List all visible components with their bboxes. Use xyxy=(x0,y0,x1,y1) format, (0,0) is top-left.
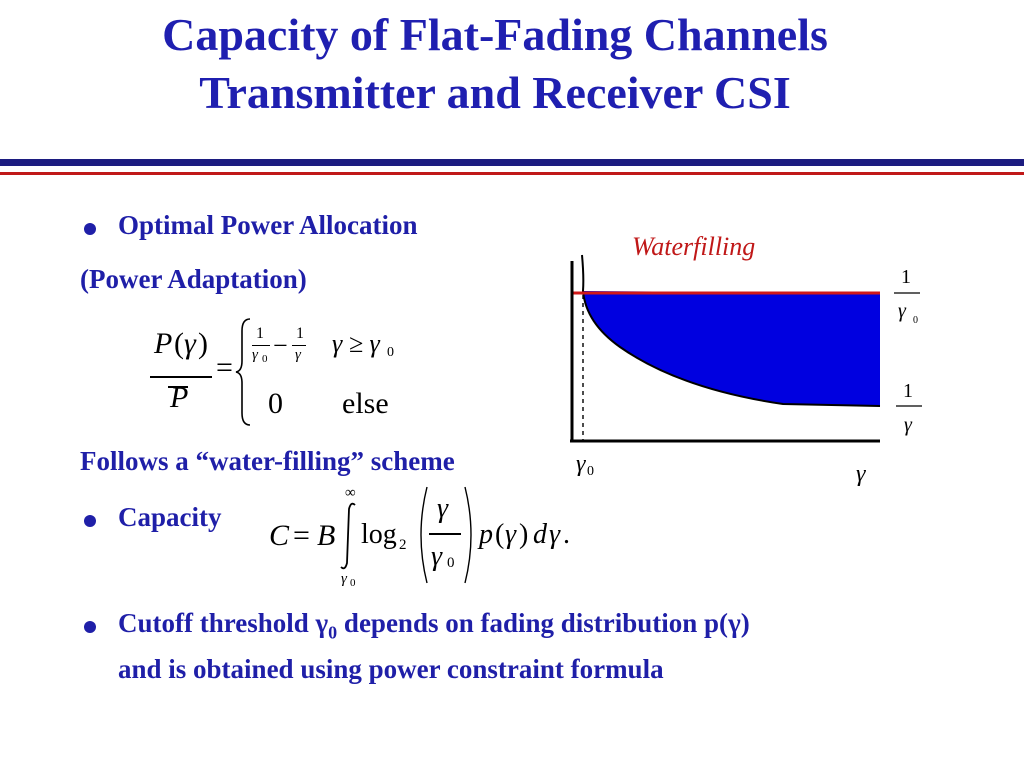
curve-label-one: 1 xyxy=(903,380,913,402)
water-filling-scheme-text: Follows a “water-filling” scheme xyxy=(80,446,455,476)
divider-red xyxy=(0,172,1024,175)
title-line-1: Capacity of Flat-Fading Channels xyxy=(162,9,828,60)
bullet-capacity: Capacity xyxy=(118,502,222,532)
capacity-formula: C = B ∞ γ 0 log 2 γ γ 0 p ( γ ) d γ . xyxy=(269,485,570,589)
pbar-overline xyxy=(168,386,188,388)
waterfill-region xyxy=(583,291,880,406)
power-adaptation-text: (Power Adaptation) xyxy=(80,264,307,294)
bullet-optimal-power: Optimal Power Allocation xyxy=(118,210,418,240)
power-fraction-bar xyxy=(150,376,212,378)
svg-text:0: 0 xyxy=(587,464,594,479)
bullet-cutoff-line-1: Cutoff threshold γ0 depends on fading di… xyxy=(118,608,750,643)
slide-title: Capacity of Flat-Fading Channels Transmi… xyxy=(0,6,990,122)
curve-label-gamma: γ xyxy=(904,414,913,436)
axis-label-gamma: γ xyxy=(856,461,866,487)
inverse-gamma-curve xyxy=(581,254,881,407)
right-paren xyxy=(464,486,472,584)
divider-blue xyxy=(0,159,1024,166)
level-label-one: 1 xyxy=(901,266,911,288)
level-label-gamma0: γ xyxy=(898,300,907,322)
left-brace xyxy=(235,318,251,426)
power-P: P xyxy=(154,327,173,360)
bullet-cutoff-line-2: and is obtained using power constraint f… xyxy=(118,654,664,684)
axis-label-gamma0: γ xyxy=(576,451,586,477)
power-formula: P ( γ ) P = 1 γ 0 − 1 γ γ ≥ γ 0 0 else xyxy=(140,315,430,435)
left-paren xyxy=(420,486,428,584)
title-line-2: Transmitter and Receiver CSI xyxy=(199,67,791,118)
integral-sign xyxy=(340,502,356,570)
svg-text:0: 0 xyxy=(913,315,918,326)
bullet-dot-3 xyxy=(84,621,96,633)
power-Pbar: P xyxy=(170,381,189,414)
bullet-dot-2 xyxy=(84,515,96,527)
bullet-dot-1 xyxy=(84,223,96,235)
waterfilling-diagram: Waterfilling 1 γ 0 1 γ γ 0 γ xyxy=(570,232,922,487)
waterfilling-label: Waterfilling xyxy=(632,232,755,261)
